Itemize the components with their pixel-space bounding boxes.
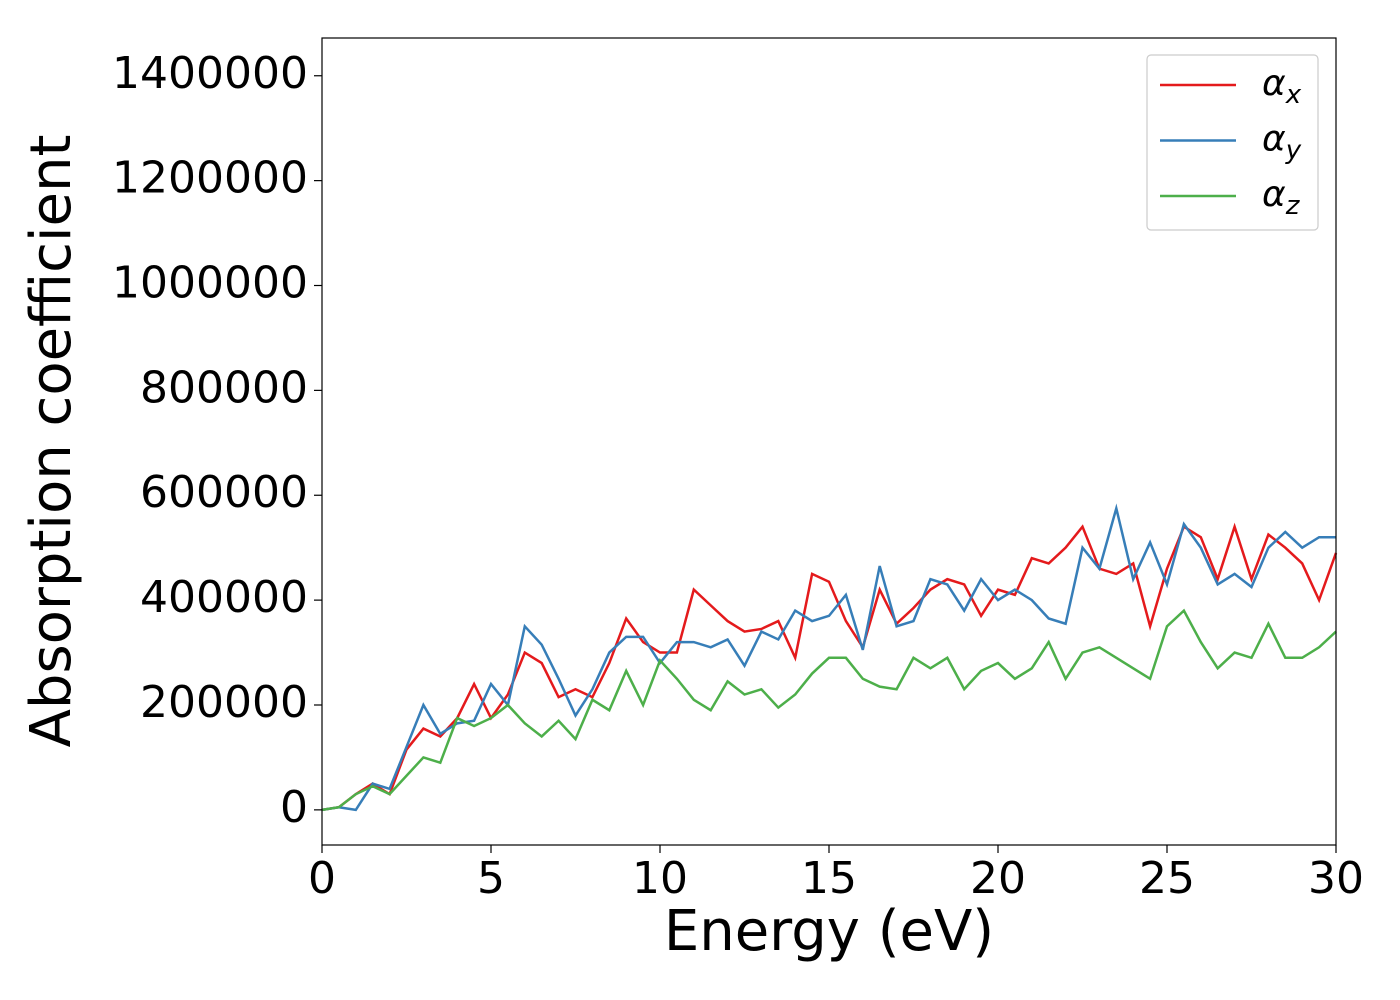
- y-tick-label: 400000: [140, 572, 308, 623]
- y-tick-label: 1200000: [112, 153, 308, 204]
- x-tick-label: 30: [1308, 853, 1364, 904]
- y-tick-label: 200000: [140, 677, 308, 728]
- y-tick-label: 1000000: [112, 258, 308, 309]
- x-tick-label: 10: [632, 853, 688, 904]
- plot-frame: [321, 37, 1337, 846]
- y-axis-label: Absorption coefficient: [19, 135, 84, 748]
- y-tick-label: 0: [280, 782, 308, 833]
- series-line: [321, 608, 1337, 812]
- x-tick-label: 5: [477, 853, 505, 904]
- x-axis-label: Energy (eV): [664, 899, 994, 964]
- x-tick-label: 20: [970, 853, 1026, 904]
- y-tick-label: 600000: [140, 467, 308, 518]
- legend-box: [1146, 54, 1319, 231]
- y-tick-label: 1400000: [112, 48, 308, 99]
- series-line: [321, 503, 1336, 812]
- x-tick-label: 0: [308, 853, 336, 904]
- series-line: [321, 522, 1338, 812]
- x-tick-label: 25: [1139, 853, 1195, 904]
- y-tick-label: 800000: [140, 362, 308, 413]
- x-tick-label: 15: [801, 853, 857, 904]
